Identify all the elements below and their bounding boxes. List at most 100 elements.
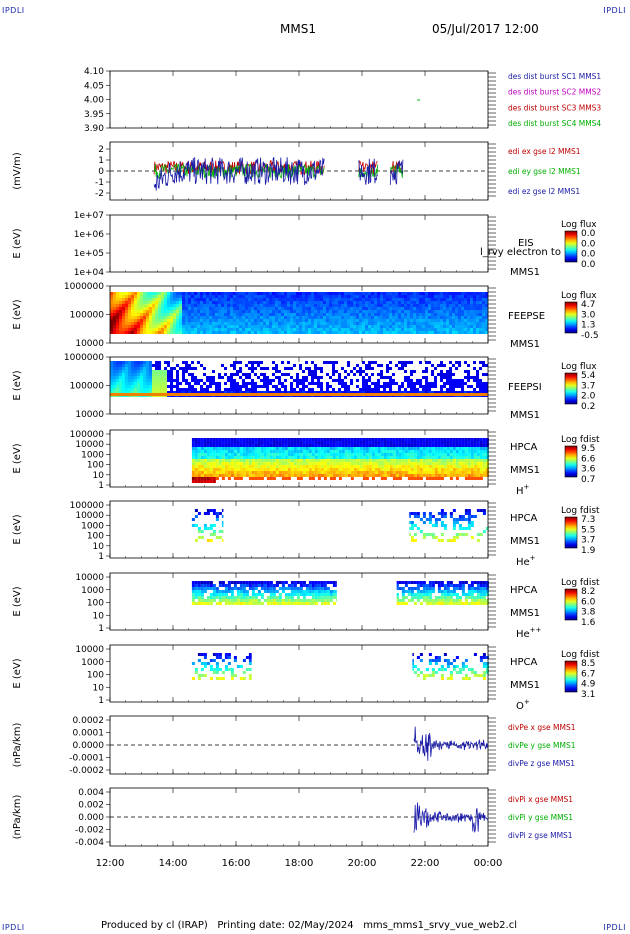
y-tick-label: -0.0001 xyxy=(69,754,104,764)
y-tick-label: 1 xyxy=(98,481,104,491)
legend-entry: des dist burst SC1 MMS1 xyxy=(508,72,601,81)
colorbar-tick-label: 3.8 xyxy=(581,608,596,618)
colorbar-tick-label: 8.2 xyxy=(581,587,595,597)
y-tick-label: -0.0002 xyxy=(69,766,104,776)
y-tick-label: 10000 xyxy=(75,440,104,450)
colorbar-tick-label: 1.3 xyxy=(581,321,595,331)
y-tick-label: 100 xyxy=(87,599,104,609)
instrument-label: FEEPSI xyxy=(508,382,542,393)
instrument-label: HPCA xyxy=(510,513,538,524)
heatmap-cells xyxy=(110,292,488,334)
y-tick-label: 3.95 xyxy=(84,110,104,120)
legend-entry: divPe z gse MMS1 xyxy=(508,759,575,768)
legend-entry: edi ey gse l2 MMS1 xyxy=(508,167,581,176)
y-tick-label: 1000 xyxy=(81,450,104,460)
y-axis-label: E (eV) xyxy=(12,586,23,616)
y-tick-label: 10 xyxy=(93,683,105,693)
y-tick-label: 1000 xyxy=(81,521,104,531)
data-gap xyxy=(251,646,413,701)
y-tick-label: 10000 xyxy=(75,511,104,521)
header-spacecraft: MMS1 xyxy=(280,22,316,36)
y-axis-label: E (eV) xyxy=(12,228,23,258)
y-tick-label: 0 xyxy=(98,167,104,177)
y-tick-label: 0.0002 xyxy=(73,716,105,726)
y-tick-label: 4.10 xyxy=(84,67,104,77)
y-tick-label: 0.002 xyxy=(78,801,104,811)
y-tick-label: 100 xyxy=(87,461,104,471)
y-tick-label: 1000000 xyxy=(64,353,104,363)
colorbar-tick-label: 5.4 xyxy=(581,371,596,381)
y-tick-label: 100000 xyxy=(70,382,105,392)
species-label: H+ xyxy=(516,483,530,497)
header-datetime: 05/Jul/2017 12:00 xyxy=(432,22,539,36)
y-tick-label: 1 xyxy=(98,552,104,562)
overlay-text: l_rvy electron to xyxy=(480,247,561,258)
series-line xyxy=(358,158,379,185)
instrument-label: MMS1 xyxy=(510,680,540,691)
colorbar-tick-label: 8.5 xyxy=(581,659,595,669)
corner-label-top-right: IPDLI xyxy=(603,6,626,15)
colorbar-tick-label: 3.0 xyxy=(581,310,596,320)
colorbar-tick-label: 3.1 xyxy=(581,690,595,700)
series-line xyxy=(153,156,325,191)
colorbar-title: Log flux xyxy=(561,220,597,230)
colorbar-tick-label: 6.7 xyxy=(581,669,595,679)
corner-label-bottom-left: IPDLI xyxy=(2,923,25,932)
y-tick-label: 1e+06 xyxy=(74,230,105,240)
series-line xyxy=(389,164,404,178)
y-tick-label: 10 xyxy=(93,471,105,481)
y-tick-label: 100000 xyxy=(70,430,105,440)
instrument-label: MMS1 xyxy=(510,465,540,476)
heatmap-cells xyxy=(191,438,489,483)
y-tick-label: 100 xyxy=(87,671,104,681)
colorbar-tick-label: 2.0 xyxy=(581,392,596,402)
y-tick-label: -2 xyxy=(95,189,104,199)
y-tick-label: 10000 xyxy=(75,339,104,349)
x-tick-label: 16:00 xyxy=(222,858,251,869)
colorbar-title: Log fdist xyxy=(561,506,600,516)
instrument-label: HPCA xyxy=(510,657,538,668)
y-tick-label: 1000 xyxy=(81,658,104,668)
colorbar-tick-label: 5.5 xyxy=(581,525,595,535)
colorbar-title: Log fdist xyxy=(561,435,600,445)
colorbar xyxy=(564,445,578,478)
y-tick-label: 1 xyxy=(98,624,104,634)
colorbar-title: Log fdist xyxy=(561,650,600,660)
legend-entry: des dist burst SC4 MMS4 xyxy=(508,119,601,128)
y-tick-label: 0.004 xyxy=(78,788,104,798)
y-axis-label: (nPa/km) xyxy=(12,723,23,768)
y-axis-label: E (eV) xyxy=(12,299,23,329)
data-point xyxy=(417,99,421,101)
data-gap xyxy=(336,574,397,629)
instrument-label: HPCA xyxy=(510,442,538,453)
colorbar-tick-label: 3.6 xyxy=(581,465,596,475)
colorbar-tick-label: 0.0 xyxy=(581,229,596,239)
y-tick-label: 1000000 xyxy=(64,282,104,292)
corner-label-bottom-right: IPDLI xyxy=(603,923,626,932)
y-axis-label: (nPa/km) xyxy=(12,795,23,840)
colorbar-tick-label: 0.2 xyxy=(581,402,595,412)
panel-frame xyxy=(109,70,489,129)
y-axis-label: E (eV) xyxy=(12,443,23,473)
instrument-label: HPCA xyxy=(510,585,538,596)
instrument-label: MMS1 xyxy=(510,339,540,350)
y-axis-label: E (eV) xyxy=(12,370,23,400)
y-tick-label: 1e+04 xyxy=(74,268,105,278)
colorbar-tick-label: 1.6 xyxy=(581,618,596,628)
colorbar xyxy=(564,588,578,621)
instrument-label: MMS1 xyxy=(510,608,540,619)
heatmap-cells xyxy=(110,361,488,397)
legend-entry: divPe y gse MMS1 xyxy=(508,741,576,750)
colorbar-tick-label: 6.0 xyxy=(581,597,596,607)
y-tick-label: -0.002 xyxy=(75,826,104,836)
legend-entry: des dist burst SC2 MMS2 xyxy=(508,88,601,97)
y-tick-label: 2 xyxy=(98,145,104,155)
series-line xyxy=(413,802,489,834)
colorbar-tick-label: -0.5 xyxy=(581,331,599,341)
series-line xyxy=(389,159,404,185)
y-tick-label: 100000 xyxy=(70,501,105,511)
colorbar-tick-label: 4.7 xyxy=(581,300,595,310)
instrument-label: MMS1 xyxy=(510,267,540,278)
species-label: O+ xyxy=(516,698,530,712)
